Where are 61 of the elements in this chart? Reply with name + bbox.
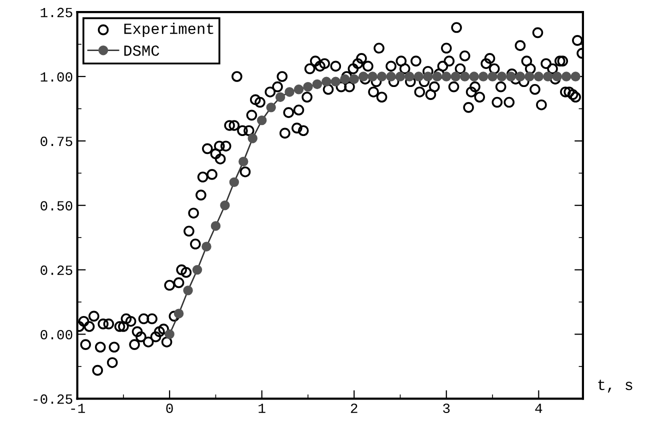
point xyxy=(386,72,396,82)
point xyxy=(303,82,313,92)
point xyxy=(294,84,304,94)
point xyxy=(524,72,534,82)
point xyxy=(164,329,174,340)
point xyxy=(552,72,562,82)
point xyxy=(284,87,294,97)
y-tick-label: 0.50 xyxy=(40,201,72,211)
y-tick-label: -0.25 xyxy=(34,394,72,404)
point xyxy=(238,156,248,166)
point xyxy=(543,72,553,82)
x-tick-label: 1 xyxy=(258,404,266,413)
point xyxy=(488,72,498,82)
y-tick-label: 1.00 xyxy=(40,72,72,82)
point xyxy=(450,72,460,82)
point xyxy=(256,115,267,126)
point xyxy=(275,92,286,102)
point xyxy=(349,74,359,84)
point xyxy=(358,72,368,82)
x-axis-title: t, s xyxy=(598,380,632,393)
point xyxy=(368,72,378,82)
point xyxy=(469,72,479,82)
point xyxy=(174,308,184,318)
point xyxy=(266,102,276,112)
point xyxy=(376,72,387,82)
point xyxy=(515,72,526,82)
y-tick-label: 1.25 xyxy=(40,8,72,18)
point xyxy=(192,264,202,275)
point xyxy=(423,72,433,82)
x-tick-label: 2 xyxy=(350,404,358,413)
y-tick-label: 0.75 xyxy=(40,136,72,146)
point xyxy=(534,72,544,82)
y-tick-label: 0.25 xyxy=(40,266,72,275)
point xyxy=(395,72,406,82)
legend-label: Experiment xyxy=(124,22,214,38)
y-tick-label: 0.00 xyxy=(40,330,72,340)
point xyxy=(506,72,516,82)
x-tick-label: 3 xyxy=(443,404,450,414)
point xyxy=(312,79,322,90)
point xyxy=(478,72,488,82)
point xyxy=(561,72,572,82)
x-tick-label: 0 xyxy=(166,404,173,414)
x-tick-label: 4 xyxy=(535,404,542,413)
point xyxy=(210,221,221,231)
point xyxy=(496,72,507,82)
point xyxy=(340,74,350,84)
point xyxy=(202,242,212,252)
point xyxy=(404,72,414,82)
x-tick-label: -1 xyxy=(71,404,85,413)
point xyxy=(414,72,424,82)
point xyxy=(330,76,341,87)
point xyxy=(183,286,193,296)
point xyxy=(570,72,580,82)
point xyxy=(322,76,332,87)
point xyxy=(229,177,240,188)
point xyxy=(220,200,230,210)
legend-label: DSMC xyxy=(124,45,160,56)
point xyxy=(248,134,258,144)
point xyxy=(460,72,470,82)
point xyxy=(442,72,452,82)
point xyxy=(432,72,442,82)
